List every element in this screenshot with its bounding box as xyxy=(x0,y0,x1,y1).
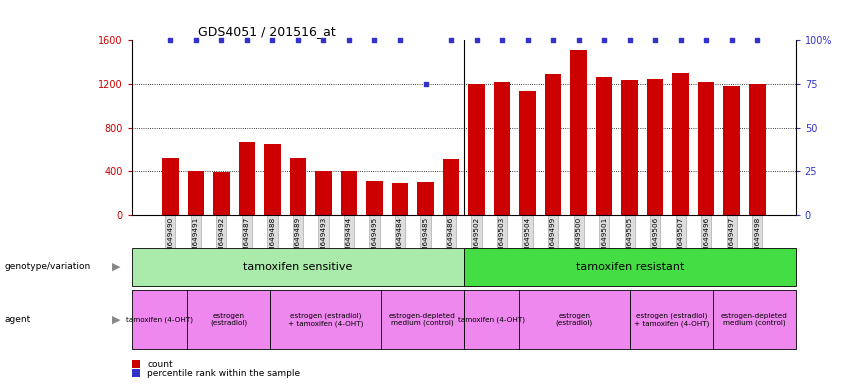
Bar xyxy=(340,171,357,215)
Point xyxy=(623,37,637,43)
Point xyxy=(572,37,585,43)
Bar xyxy=(468,84,485,215)
Point xyxy=(725,37,739,43)
Bar xyxy=(366,181,383,215)
Bar xyxy=(391,184,408,215)
Text: estrogen
(estradiol): estrogen (estradiol) xyxy=(556,313,593,326)
Point xyxy=(495,37,509,43)
Text: ▶: ▶ xyxy=(112,314,121,325)
Text: ▶: ▶ xyxy=(112,262,121,272)
Text: tamoxifen sensitive: tamoxifen sensitive xyxy=(243,262,352,272)
Text: estrogen (estradiol)
+ tamoxifen (4-OHT): estrogen (estradiol) + tamoxifen (4-OHT) xyxy=(288,313,363,327)
Bar xyxy=(443,159,460,215)
Text: genotype/variation: genotype/variation xyxy=(4,262,90,271)
Text: agent: agent xyxy=(4,315,31,324)
Bar xyxy=(494,82,511,215)
Point xyxy=(266,37,279,43)
Point xyxy=(521,37,534,43)
Bar xyxy=(698,82,715,215)
Bar xyxy=(238,142,255,215)
Text: estrogen-depleted
medium (control): estrogen-depleted medium (control) xyxy=(721,313,788,326)
Bar xyxy=(417,182,434,215)
Text: estrogen-depleted
medium (control): estrogen-depleted medium (control) xyxy=(389,313,456,326)
Point xyxy=(240,37,254,43)
Bar xyxy=(723,86,740,215)
Point xyxy=(470,37,483,43)
Point xyxy=(597,37,611,43)
Bar xyxy=(519,91,536,215)
Bar xyxy=(672,73,689,215)
Text: count: count xyxy=(147,359,173,369)
Point xyxy=(674,37,688,43)
Bar xyxy=(213,172,230,215)
Bar xyxy=(647,79,664,215)
Bar xyxy=(264,144,281,215)
Point xyxy=(700,37,713,43)
Text: percentile rank within the sample: percentile rank within the sample xyxy=(147,369,300,378)
Point xyxy=(342,37,356,43)
Point xyxy=(163,37,177,43)
Point xyxy=(214,37,228,43)
Point xyxy=(546,37,560,43)
Point xyxy=(189,37,203,43)
Text: tamoxifen (4-OHT): tamoxifen (4-OHT) xyxy=(458,316,525,323)
Point xyxy=(393,37,407,43)
Point xyxy=(444,37,458,43)
Bar xyxy=(545,74,562,215)
Bar xyxy=(289,158,306,215)
Point xyxy=(291,37,305,43)
Bar xyxy=(187,171,204,215)
Point xyxy=(317,37,330,43)
Text: tamoxifen resistant: tamoxifen resistant xyxy=(575,262,684,272)
Bar xyxy=(570,50,587,215)
Point xyxy=(648,37,662,43)
Point xyxy=(419,81,432,87)
Point xyxy=(368,37,381,43)
Bar xyxy=(162,158,179,215)
Text: estrogen
(estradiol): estrogen (estradiol) xyxy=(210,313,248,326)
Text: estrogen (estradiol)
+ tamoxifen (4-OHT): estrogen (estradiol) + tamoxifen (4-OHT) xyxy=(633,313,709,327)
Bar xyxy=(596,78,613,215)
Text: tamoxifen (4-OHT): tamoxifen (4-OHT) xyxy=(126,316,193,323)
Bar xyxy=(315,171,332,215)
Bar xyxy=(621,79,638,215)
Text: GDS4051 / 201516_at: GDS4051 / 201516_at xyxy=(198,25,336,38)
Bar xyxy=(749,84,766,215)
Point xyxy=(751,37,764,43)
